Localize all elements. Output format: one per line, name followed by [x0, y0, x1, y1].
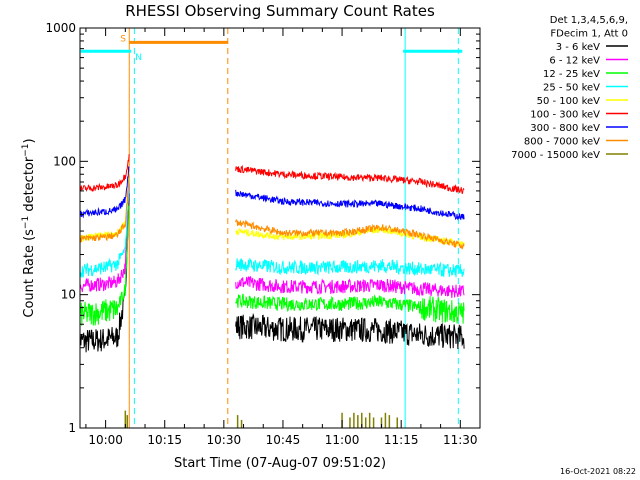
legend-label-4: 50 - 100 keV — [537, 96, 601, 107]
series-4-trace-0 — [79, 171, 130, 243]
legend-label-1: 6 - 12 keV — [549, 56, 600, 67]
y-axis-label-mid: detector — [22, 156, 37, 216]
series-0 — [79, 193, 465, 354]
legend: Det 1,3,4,5,6,9, FDecim 1, Att 0 3 - 6 keV… — [511, 15, 628, 161]
series-3-trace-0 — [79, 177, 130, 279]
series-5-trace-1 — [235, 164, 465, 194]
y-tick-label-3: 1000 — [45, 21, 76, 35]
x-tick-label-6: 11:30 — [443, 433, 478, 447]
x-axis-label: Start Time (07-Aug-07 09:51:02) — [174, 456, 386, 471]
series-7 — [79, 175, 465, 250]
series-1 — [79, 184, 465, 299]
y-axis-label-main: Count Rate (s — [22, 229, 37, 318]
series-3 — [79, 177, 465, 279]
flag-label-1: N — [135, 53, 142, 63]
series-1-trace-1 — [235, 275, 465, 299]
legend-label-7: 800 - 7000 keV — [524, 137, 600, 148]
plot-area: SN — [79, 28, 465, 428]
series-1-trace-0 — [79, 184, 130, 293]
series-2-trace-1 — [235, 293, 465, 324]
series-7-trace-0 — [79, 175, 130, 243]
series-3-trace-1 — [235, 257, 465, 278]
legend-label-3: 25 - 50 keV — [543, 83, 600, 94]
series-6 — [79, 165, 465, 221]
x-tick-label-4: 11:00 — [325, 433, 360, 447]
legend-label-0: 3 - 6 keV — [556, 42, 600, 53]
y-tick-label-0: 1 — [68, 421, 76, 435]
series-8 — [124, 410, 398, 428]
x-tick-label-3: 10:45 — [266, 433, 301, 447]
x-tick-label-1: 10:15 — [147, 433, 182, 447]
x-tick-label-0: 10:00 — [88, 433, 123, 447]
footer-date: 16-Oct-2021 08:22 — [560, 467, 636, 476]
legend-header-0: Det 1,3,4,5,6,9, — [550, 15, 628, 26]
x-tick-label-5: 11:15 — [384, 433, 419, 447]
series-5 — [79, 154, 465, 194]
y-axis-label-end: ) — [22, 138, 37, 143]
y-tick-label-2: 100 — [53, 154, 76, 168]
axes: 10:00 10:15 10:30 10:45 11:00 11:15 11:30 1 10 10… — [45, 21, 480, 447]
series-5-trace-0 — [79, 154, 130, 193]
legend-label-6: 300 - 800 keV — [530, 123, 600, 134]
series-0-trace-0 — [79, 193, 130, 354]
chart-title: RHESSI Observing Summary Count Rates — [125, 2, 435, 20]
y-axis-label-sup2: −1 — [21, 143, 31, 156]
legend-label-5: 100 - 300 keV — [530, 110, 600, 121]
series-7-trace-1 — [235, 219, 465, 250]
series-2-trace-0 — [79, 205, 130, 326]
plot-frame — [79, 27, 481, 429]
legend-label-8: 7000 - 15000 keV — [511, 150, 600, 161]
y-axis-label-sup1: −1 — [21, 216, 31, 229]
y-axis-label: Count Rate (s−1 detector−1) — [21, 138, 37, 317]
x-tick-label-2: 10:30 — [207, 433, 242, 447]
series-6-trace-1 — [235, 189, 465, 221]
legend-header-1: FDecim 1, Att 0 — [550, 29, 628, 40]
series-2 — [79, 205, 465, 326]
y-tick-label-1: 10 — [61, 288, 76, 302]
series-0-trace-1 — [235, 312, 465, 350]
flag-label-0: S — [120, 34, 126, 44]
series-6-trace-0 — [79, 165, 130, 219]
legend-label-2: 12 - 25 keV — [543, 69, 600, 80]
